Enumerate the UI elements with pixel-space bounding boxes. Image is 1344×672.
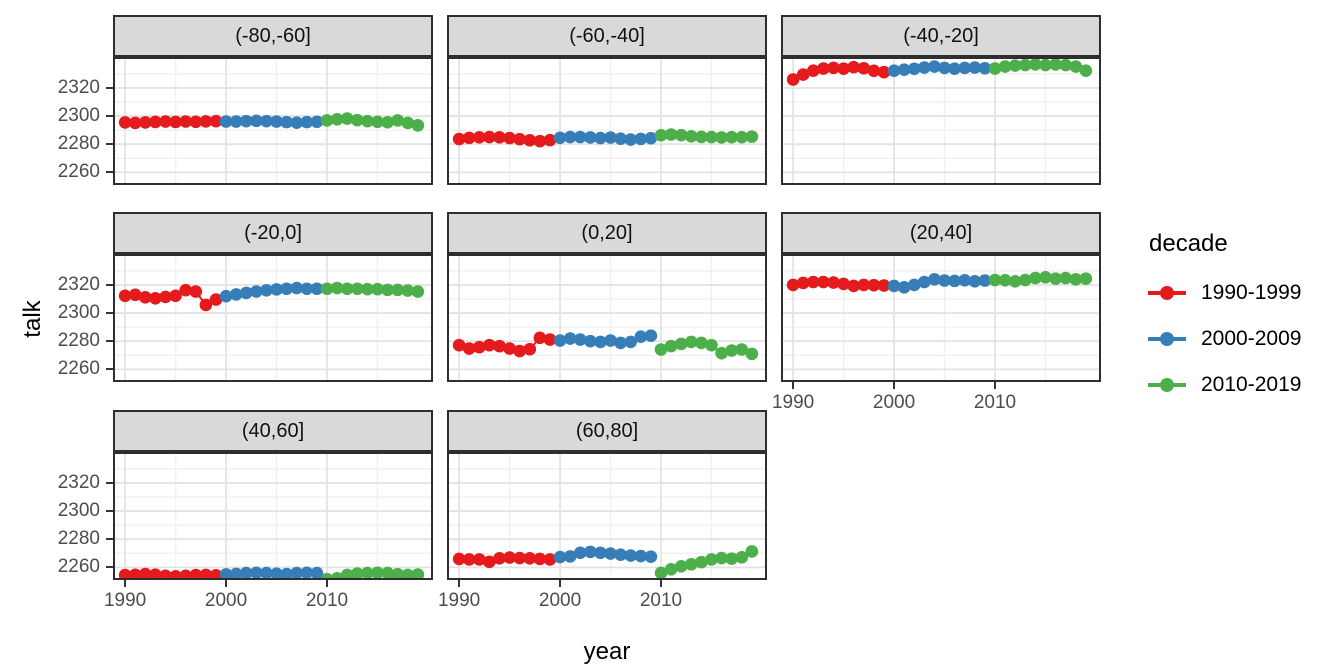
facet-strip-label: (-80,-60]: [235, 24, 311, 47]
x-tick-mark: [458, 580, 461, 587]
facet-strip: (-60,-40]: [447, 15, 767, 57]
facet-plot-area: [781, 254, 1101, 382]
facet-strip: (60,80]: [447, 410, 767, 452]
legend-title: decade: [1149, 230, 1228, 257]
facet-strip-label: (60,80]: [575, 419, 639, 442]
y-tick-label: 2260: [57, 556, 100, 578]
facet-plot-area: [113, 254, 433, 382]
facet-strip-label: (20,40]: [909, 221, 973, 244]
facet-plot-area: [447, 452, 767, 580]
facet-strip-label: (-60,-40]: [569, 24, 645, 47]
legend-entry-label: 1990-1999: [1201, 281, 1302, 304]
legend-entry-2010-2019: 2010-2019: [1147, 373, 1302, 396]
legend-key-blue: [1148, 332, 1186, 346]
y-tick-label: 2320: [57, 471, 100, 493]
y-tick-mark: [106, 312, 113, 315]
y-tick-label: 2280: [57, 528, 100, 550]
y-tick-label: 2280: [57, 133, 100, 155]
x-tick-label: 1990: [103, 590, 147, 611]
legend-key-red: [1148, 286, 1186, 300]
x-tick-mark: [660, 580, 662, 587]
legend-entry-1990-1999: 1990-1999: [1147, 281, 1302, 304]
x-tick-mark: [225, 580, 228, 587]
x-tick-label: 2010: [973, 392, 1017, 413]
x-tick-label: 2000: [872, 392, 916, 413]
facet-strip-label: (-20,0]: [244, 221, 302, 244]
facet-strip-label: (0,20]: [581, 221, 633, 244]
y-tick-mark: [106, 481, 113, 484]
y-tick-label: 2300: [57, 302, 100, 324]
x-tick-label: 1990: [437, 590, 481, 611]
facet-plot-area: [447, 254, 767, 382]
y-tick-mark: [106, 171, 113, 174]
facet-strip: (40,60]: [113, 410, 433, 452]
legend-entry-2000-2009: 2000-2009: [1147, 327, 1302, 350]
facet-panel-40-60: (40,60]: [113, 410, 433, 580]
facet-strip: (-80,-60]: [113, 15, 433, 57]
facet-panel-20-40: (20,40]: [781, 212, 1101, 382]
facet-panel-neg20-0: (-20,0]: [113, 212, 433, 382]
legend-entry-label: 2010-2019: [1201, 373, 1302, 396]
facet-strip: (-20,0]: [113, 212, 433, 254]
y-tick-label: 2280: [57, 330, 100, 352]
y-tick-mark: [106, 510, 113, 513]
facet-plot-area: [113, 57, 433, 185]
x-tick-label: 2010: [305, 590, 349, 611]
x-tick-mark: [124, 580, 127, 587]
x-tick-mark: [792, 382, 795, 389]
facet-panel-neg80-neg60: (-80,-60]: [113, 15, 433, 185]
facet-panel-60-80: (60,80]: [447, 410, 767, 580]
x-tick-mark: [559, 580, 562, 587]
legend: decade 1990-1999 2000-2009 2010-2019: [1147, 230, 1301, 420]
y-tick-label: 2260: [57, 161, 100, 183]
x-tick-mark: [994, 382, 996, 389]
y-tick-mark: [106, 340, 113, 343]
y-tick-mark: [106, 283, 113, 286]
x-tick-mark: [893, 382, 896, 389]
x-axis-title: year: [583, 638, 631, 665]
x-tick-label: 1990: [771, 392, 815, 413]
facet-panel-neg60-neg40: (-60,-40]: [447, 15, 767, 185]
facet-plot-area: [781, 57, 1101, 185]
legend-key-green: [1148, 378, 1186, 392]
y-tick-label: 2300: [57, 105, 100, 127]
y-tick-label: 2300: [57, 500, 100, 522]
x-tick-label: 2010: [639, 590, 683, 611]
facet-panel-0-20: (0,20]: [447, 212, 767, 382]
y-tick-mark: [106, 566, 113, 569]
facet-strip: (0,20]: [447, 212, 767, 254]
y-tick-mark: [106, 143, 113, 146]
facet-strip: (-40,-20]: [781, 15, 1101, 57]
y-tick-mark: [106, 86, 113, 89]
y-tick-label: 2320: [57, 76, 100, 98]
y-tick-mark: [106, 368, 113, 371]
y-tick-mark: [106, 538, 113, 541]
x-tick-label: 2000: [204, 590, 248, 611]
y-tick-label: 2260: [57, 358, 100, 380]
facet-plot-area: [447, 57, 767, 185]
y-tick-label: 2320: [57, 273, 100, 295]
x-tick-label: 2000: [538, 590, 582, 611]
facet-strip-label: (-40,-20]: [903, 24, 979, 47]
facet-plot-area: [113, 452, 433, 580]
legend-entry-label: 2000-2009: [1201, 327, 1302, 350]
y-tick-mark: [106, 115, 113, 118]
x-tick-mark: [326, 580, 328, 587]
facet-strip: (20,40]: [781, 212, 1101, 254]
facet-strip-label: (40,60]: [241, 419, 305, 442]
facet-panel-neg40-neg20: (-40,-20]: [781, 15, 1101, 185]
